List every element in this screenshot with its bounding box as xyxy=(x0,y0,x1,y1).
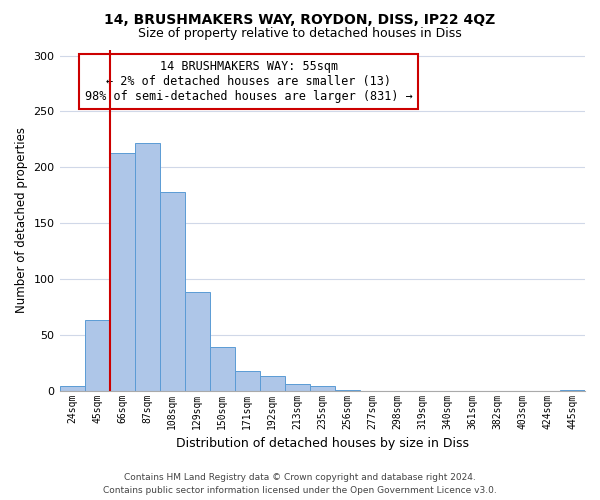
Bar xyxy=(110,153,134,390)
Bar xyxy=(260,376,285,390)
X-axis label: Distribution of detached houses by size in Diss: Distribution of detached houses by size … xyxy=(176,437,469,450)
Bar xyxy=(310,386,335,390)
Bar xyxy=(209,347,235,391)
Y-axis label: Number of detached properties: Number of detached properties xyxy=(15,128,28,314)
Text: Size of property relative to detached houses in Diss: Size of property relative to detached ho… xyxy=(138,28,462,40)
Bar xyxy=(59,386,85,390)
Text: 14, BRUSHMAKERS WAY, ROYDON, DISS, IP22 4QZ: 14, BRUSHMAKERS WAY, ROYDON, DISS, IP22 … xyxy=(104,12,496,26)
Bar xyxy=(85,320,110,390)
Bar xyxy=(160,192,185,390)
Bar xyxy=(134,142,160,390)
Bar xyxy=(185,292,209,390)
Bar xyxy=(235,370,260,390)
Bar xyxy=(285,384,310,390)
Text: 14 BRUSHMAKERS WAY: 55sqm
← 2% of detached houses are smaller (13)
98% of semi-d: 14 BRUSHMAKERS WAY: 55sqm ← 2% of detach… xyxy=(85,60,413,103)
Text: Contains HM Land Registry data © Crown copyright and database right 2024.
Contai: Contains HM Land Registry data © Crown c… xyxy=(103,473,497,495)
